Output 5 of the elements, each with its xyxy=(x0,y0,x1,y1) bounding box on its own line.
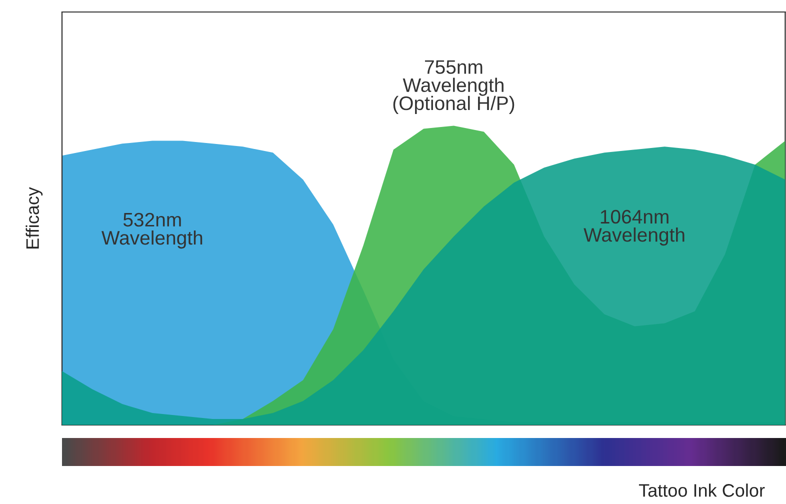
series-label: 532nm Wavelength xyxy=(102,212,202,249)
series-label: 755nm Wavelength (Optional H/P) xyxy=(393,60,514,114)
y-axis-title: Efficacy xyxy=(26,187,43,248)
series-label: 1064nm Wavelength xyxy=(584,210,684,246)
x-axis-title: Tattoo Ink Color xyxy=(638,484,765,497)
